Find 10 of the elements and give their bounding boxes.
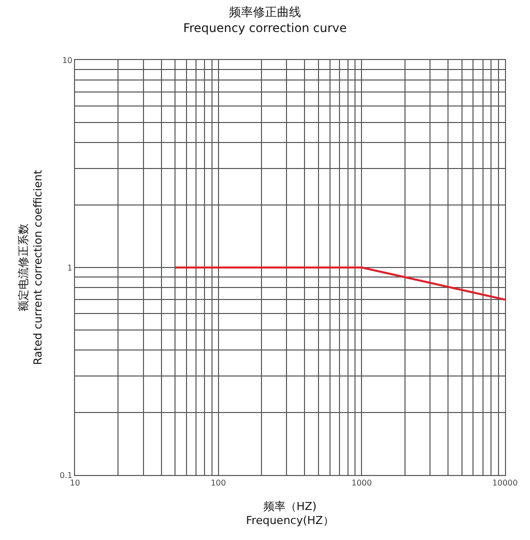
y-axis-title: 额定电流修正系数 Rated current correction coefficient: [17, 169, 44, 365]
y-tick-label: 10: [62, 56, 72, 65]
x-tick-label: 1000: [351, 478, 372, 488]
chart-title: 频率修正曲线 Frequency correction curve: [183, 5, 347, 35]
y-tick-label: 0.1: [60, 470, 72, 480]
x-tick-label: 10000: [492, 478, 518, 488]
x-tick-label: 10: [70, 478, 80, 488]
x-tick-label: 100: [210, 478, 226, 488]
x-axis-title: 频率（HZ) Frequency(HZ）: [246, 500, 334, 528]
y-tick-label: 1: [67, 263, 72, 272]
